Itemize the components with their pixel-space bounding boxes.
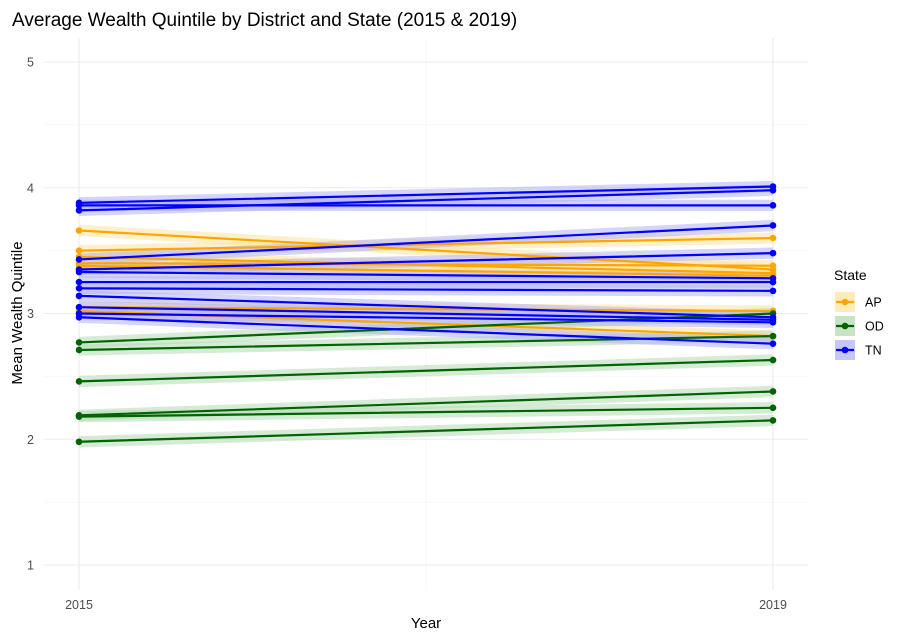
series-line-tn xyxy=(77,224,775,261)
series-lines xyxy=(77,185,775,443)
series-line-tn xyxy=(77,294,775,319)
legend-marker-od xyxy=(841,322,849,330)
x-tick-label: 2015 xyxy=(65,598,93,612)
data-point-od xyxy=(75,438,83,446)
legend: State AP OD TN xyxy=(834,267,884,360)
x-axis-title: Year xyxy=(411,615,441,632)
data-point-tn xyxy=(769,319,777,326)
y-tick-label: 1 xyxy=(27,559,34,573)
data-point-tn xyxy=(75,278,83,286)
data-point-tn xyxy=(75,285,83,292)
y-axis-title: Mean Wealth Quintile xyxy=(9,241,26,384)
y-tick-label: 4 xyxy=(27,181,34,195)
data-point-tn xyxy=(75,313,83,321)
y-tick-label: 5 xyxy=(27,56,34,70)
data-point-tn xyxy=(75,268,83,276)
series-line-tn xyxy=(77,312,775,324)
data-point-tn xyxy=(769,278,777,286)
data-point-ap xyxy=(75,227,83,234)
series-line-ap xyxy=(77,262,775,267)
series-line-tn xyxy=(77,252,775,271)
legend-title: State xyxy=(834,267,867,283)
series-line-tn xyxy=(77,306,775,321)
data-point-tn xyxy=(769,249,777,257)
legend-label-od: OD xyxy=(865,320,884,334)
legend-marker-ap xyxy=(841,298,849,306)
legend-label-ap: AP xyxy=(865,296,882,310)
series-line-tn xyxy=(77,316,775,345)
data-point-tn xyxy=(769,186,777,194)
data-point-od xyxy=(769,332,777,340)
series-line-od xyxy=(77,406,775,418)
data-point-od xyxy=(769,356,777,364)
y-axis-ticks: 1 2 3 4 5 xyxy=(27,56,34,573)
series-line-od xyxy=(77,419,775,443)
data-point-ap xyxy=(75,247,83,254)
data-point-tn xyxy=(769,202,777,209)
data-point-tn xyxy=(75,207,83,214)
data-point-tn xyxy=(75,202,83,209)
data-point-ap xyxy=(769,234,777,242)
series-line-od xyxy=(77,390,775,417)
legend-label-tn: TN xyxy=(865,344,882,358)
data-point-od xyxy=(75,346,83,354)
y-tick-label: 3 xyxy=(27,307,34,321)
data-point-tn xyxy=(769,222,777,229)
data-point-od xyxy=(769,417,777,424)
data-points xyxy=(75,183,777,446)
series-line-ap xyxy=(77,306,775,313)
data-point-od xyxy=(769,404,777,412)
data-point-od xyxy=(75,339,83,346)
x-tick-label: 2019 xyxy=(759,598,787,612)
y-tick-label: 2 xyxy=(27,433,34,447)
data-point-od xyxy=(75,378,83,385)
data-point-tn xyxy=(75,256,83,263)
data-point-tn xyxy=(769,287,777,295)
x-axis-ticks: 2015 2019 xyxy=(65,598,787,612)
data-point-ap xyxy=(769,262,777,270)
series-line-tn xyxy=(77,287,775,292)
series-line-ap xyxy=(77,229,775,271)
chart-title: Average Wealth Quintile by District and … xyxy=(12,10,517,31)
legend-marker-tn xyxy=(841,346,849,354)
data-point-od xyxy=(75,413,83,420)
data-point-tn xyxy=(769,340,777,347)
series-line-od xyxy=(77,358,775,383)
data-point-tn xyxy=(75,303,83,311)
data-point-tn xyxy=(75,292,83,300)
series-line-tn xyxy=(77,185,775,204)
data-point-od xyxy=(769,388,777,395)
series-line-tn xyxy=(77,270,775,280)
series-line-ap xyxy=(77,236,775,252)
series-line-tn xyxy=(77,189,775,212)
